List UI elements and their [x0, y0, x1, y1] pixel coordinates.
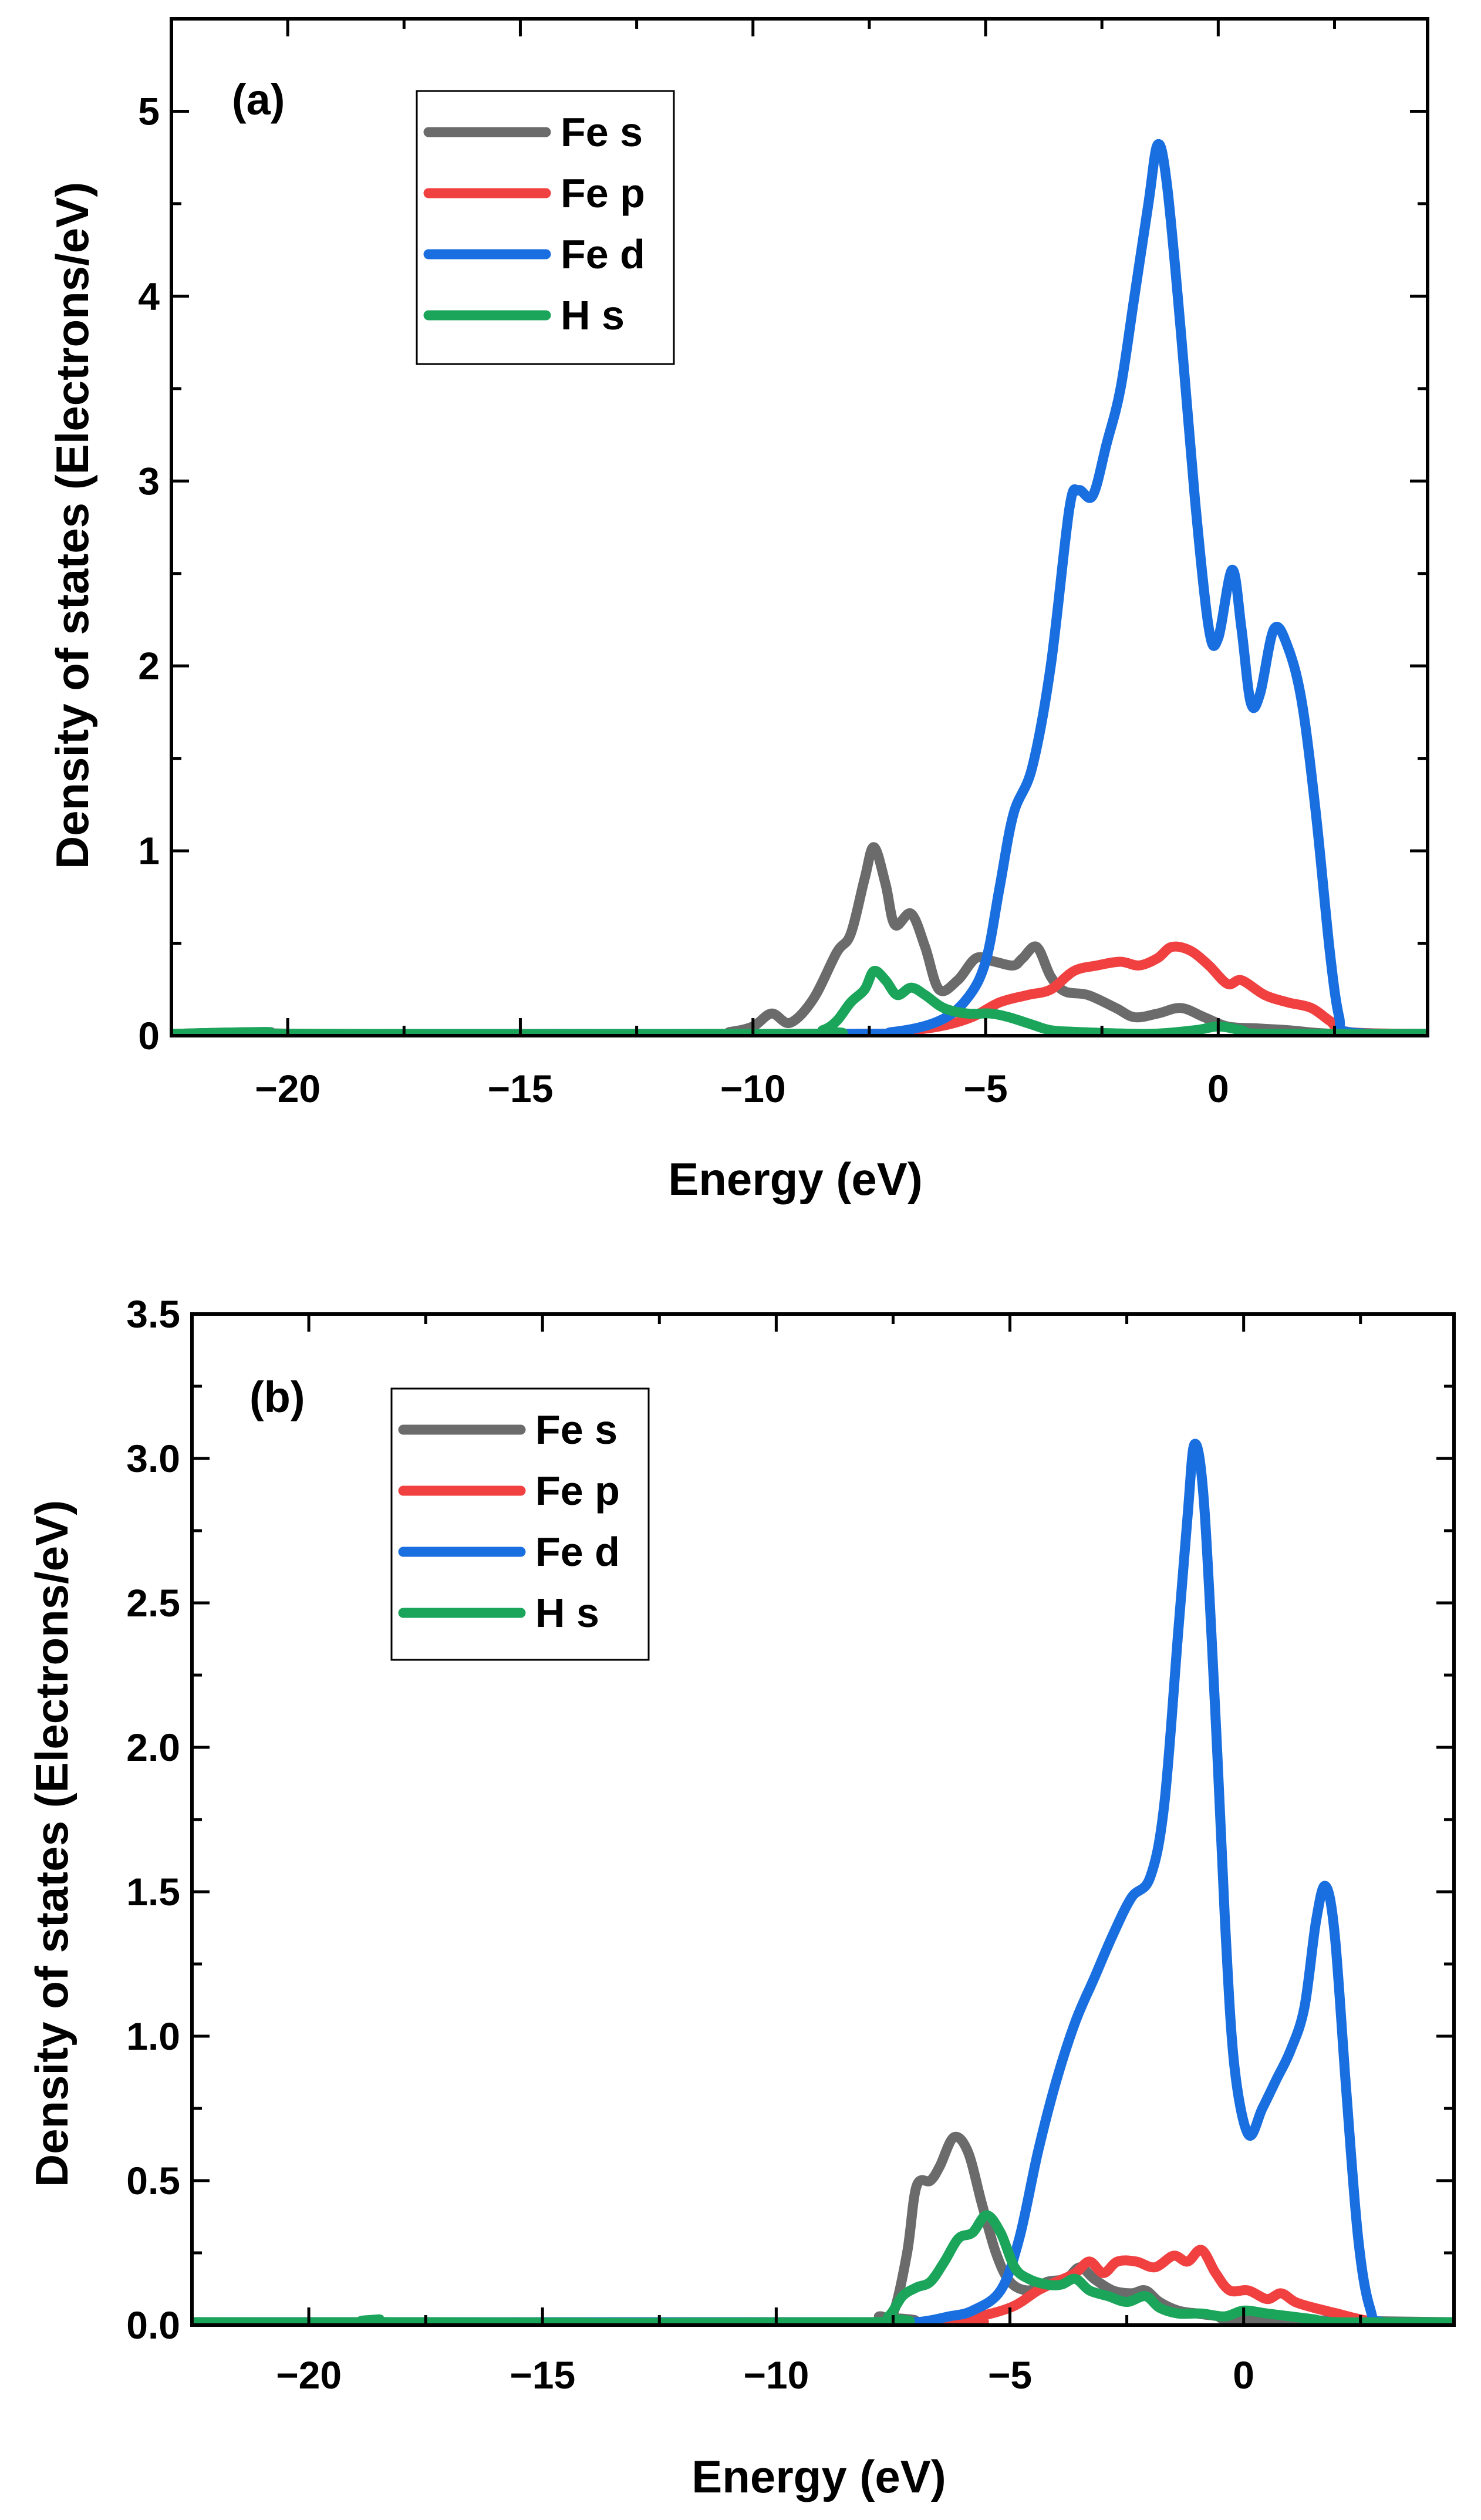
x-tick-label-a: −20	[255, 1067, 321, 1110]
y-axis-title-a: Density of states (Electrons/eV)	[46, 182, 98, 869]
x-tick-label-b: −15	[510, 2353, 575, 2397]
series-group-b	[192, 1438, 1454, 2325]
plot-frame-a	[170, 17, 1429, 1037]
legend-a: Fe s Fe p Fe d H s	[416, 90, 675, 365]
x-tick-label-b: 0	[1233, 2353, 1254, 2397]
legend-label-h-s-b: H s	[535, 1590, 599, 1636]
series-line-fe-d-b	[192, 1438, 1454, 2325]
panel-label-a: (a)	[232, 75, 285, 124]
legend-label-fe-p-b: Fe p	[535, 1468, 620, 1514]
x-tick-label-a: 0	[1207, 1067, 1229, 1110]
y-tick-label-b: 2.5	[126, 1581, 180, 1625]
x-tick-label-a: −5	[963, 1067, 1007, 1110]
x-tick-label-a: −15	[487, 1067, 553, 1110]
y-tick-label-a: 5	[138, 89, 160, 133]
y-axis-title-b: Density of states (Electrons/eV)	[26, 1500, 77, 2187]
y-tick-label-b: 3.0	[126, 1437, 180, 1480]
legend-label-h-s-a: H s	[561, 292, 625, 338]
x-axis-title-b: Energy (eV)	[691, 2451, 946, 2502]
y-tick-label-b: 0.5	[126, 2159, 180, 2202]
y-tick-label-b: 2.0	[126, 1726, 180, 1769]
x-axis-title-a: Energy (eV)	[668, 1153, 922, 1205]
y-tick-label-b: 1.0	[126, 2014, 180, 2058]
y-tick-label-b: 0.0	[126, 2303, 180, 2347]
y-tick-label-b: 3.5	[126, 1292, 180, 1336]
legend-label-fe-p-a: Fe p	[561, 170, 645, 216]
panel-a: Energy (eV) Density of states (Electrons…	[46, 17, 1429, 1205]
legend-label-fe-s-b: Fe s	[535, 1407, 618, 1453]
x-tick-label-b: −5	[988, 2353, 1032, 2397]
series-line-fe-d-a	[171, 139, 1428, 1036]
y-tick-label-a: 4	[138, 274, 160, 318]
panel-b: Energy (eV) Density of states (Electrons…	[26, 1292, 1456, 2502]
panel-label-b: (b)	[249, 1373, 305, 1421]
series-line-h-s-b	[192, 2210, 1454, 2325]
x-tick-label-b: −10	[743, 2353, 809, 2397]
y-tick-label-a: 3	[138, 459, 160, 503]
series-line-fe-p-b	[192, 2245, 1454, 2325]
legend-b: Fe s Fe p Fe d H s	[390, 1387, 650, 1661]
x-tick-label-b: −20	[276, 2353, 342, 2397]
y-tick-label-b: 1.5	[126, 1870, 180, 1913]
legend-label-fe-s-a: Fe s	[561, 109, 643, 155]
y-tick-label-a: 0	[138, 1014, 160, 1057]
x-tick-label-a: −10	[720, 1067, 786, 1110]
legend-label-fe-d-a: Fe d	[561, 231, 645, 277]
y-tick-label-a: 2	[138, 644, 160, 688]
y-tick-label-a: 1	[138, 829, 160, 872]
legend-label-fe-d-b: Fe d	[535, 1529, 620, 1575]
